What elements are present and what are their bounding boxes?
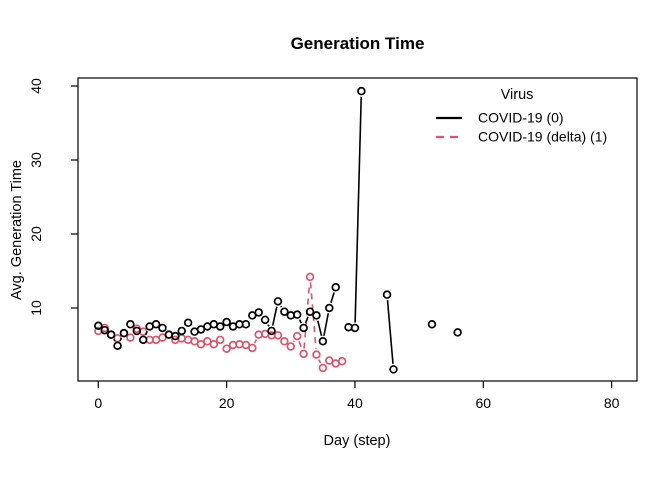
- data-point-covid19-0: [241, 320, 251, 329]
- plot-border: [77, 77, 638, 382]
- x-tick-label: 60: [476, 395, 492, 411]
- series-segment-covid19-0: [144, 331, 148, 336]
- series-segment-covid19-0: [119, 337, 123, 342]
- data-point-covid19-0: [100, 325, 109, 335]
- data-point-covid19-0: [183, 318, 193, 328]
- series-segment-covid19-0: [298, 319, 302, 324]
- series-segment-covid19-delta-1: [298, 341, 303, 349]
- data-point-covid19-0: [357, 86, 366, 96]
- data-point-covid19-delta-1: [318, 363, 328, 373]
- data-point-covid19-0: [318, 337, 328, 346]
- data-point-covid19-0: [292, 310, 302, 319]
- x-axis-title: Day (step): [323, 433, 391, 449]
- data-point-covid19-0: [389, 365, 398, 374]
- series-segment-covid19-0: [354, 96, 363, 323]
- data-point-covid19-0: [260, 315, 270, 325]
- series-segment-covid19-0: [323, 313, 330, 337]
- data-point-covid19-0: [151, 320, 161, 329]
- series-segment-covid19-0: [113, 339, 116, 342]
- data-point-covid19-0: [427, 320, 437, 329]
- data-point-covid19-0: [350, 323, 360, 333]
- data-point-covid19-delta-1: [280, 337, 289, 346]
- x-tick-label: 80: [604, 395, 620, 411]
- data-point-covid19-delta-1: [126, 333, 135, 342]
- legend-title: Virus: [501, 87, 534, 103]
- x-tick-label: 20: [219, 395, 235, 411]
- data-point-covid19-0: [222, 317, 231, 327]
- y-tick-label: 10: [28, 300, 44, 316]
- series-segment-covid19-delta-1: [293, 340, 296, 343]
- data-point-covid19-delta-1: [292, 331, 302, 341]
- x-tick-label: 0: [94, 395, 102, 411]
- data-point-covid19-delta-1: [312, 350, 321, 359]
- legend-label-0: COVID-19 (0): [478, 110, 564, 126]
- series-segment-covid19-0: [280, 305, 283, 308]
- series-segment-covid19-0: [386, 300, 394, 365]
- data-point-covid19-0: [215, 322, 225, 331]
- data-point-covid19-delta-1: [305, 272, 315, 282]
- data-point-covid19-0: [119, 328, 129, 338]
- data-point-covid19-delta-1: [248, 343, 257, 353]
- data-point-covid19-0: [113, 341, 122, 350]
- series-segment-covid19-0: [304, 316, 309, 324]
- data-point-covid19-0: [132, 326, 142, 336]
- data-point-covid19-0: [106, 330, 116, 339]
- data-point-covid19-0: [94, 321, 103, 331]
- data-point-covid19-delta-1: [209, 340, 219, 349]
- data-point-covid19-0: [280, 307, 289, 316]
- y-tick-label: 20: [28, 226, 44, 242]
- chart-title: Generation Time: [290, 34, 425, 53]
- data-point-covid19-0: [254, 308, 263, 317]
- data-point-covid19-0: [138, 335, 148, 345]
- y-tick-label: 30: [28, 152, 44, 168]
- data-point-covid19-0: [382, 290, 392, 299]
- data-point-covid19-0: [126, 320, 135, 329]
- data-point-covid19-0: [267, 326, 276, 336]
- data-point-covid19-0: [331, 283, 340, 292]
- data-point-covid19-0: [158, 323, 167, 333]
- data-point-covid19-0: [171, 331, 180, 341]
- data-point-covid19-0: [453, 328, 462, 337]
- data-point-covid19-delta-1: [222, 344, 231, 353]
- series-segment-covid19-0: [271, 306, 278, 326]
- series-segment-covid19-0: [317, 320, 323, 337]
- series-segment-covid19-0: [330, 292, 335, 303]
- data-point-covid19-delta-1: [299, 349, 308, 359]
- series-segment-covid19-delta-1: [318, 359, 322, 364]
- series-segment-covid19-0: [267, 324, 270, 327]
- data-point-covid19-delta-1: [215, 335, 225, 345]
- series-segment-covid19-delta-1: [303, 282, 311, 349]
- y-tick-label: 40: [28, 78, 44, 94]
- data-point-covid19-0: [312, 311, 321, 320]
- data-point-covid19-0: [325, 303, 334, 313]
- series-segment-covid19-delta-1: [253, 339, 258, 344]
- data-point-covid19-delta-1: [337, 357, 347, 366]
- data-point-covid19-0: [299, 323, 308, 333]
- data-point-covid19-0: [177, 326, 186, 336]
- data-point-covid19-delta-1: [286, 342, 296, 351]
- data-point-covid19-delta-1: [273, 331, 283, 340]
- data-point-covid19-0: [273, 297, 283, 306]
- legend-label-1: COVID-19 (delta) (1): [478, 129, 607, 145]
- x-tick-label: 40: [347, 395, 363, 411]
- data-point-covid19-0: [305, 307, 315, 316]
